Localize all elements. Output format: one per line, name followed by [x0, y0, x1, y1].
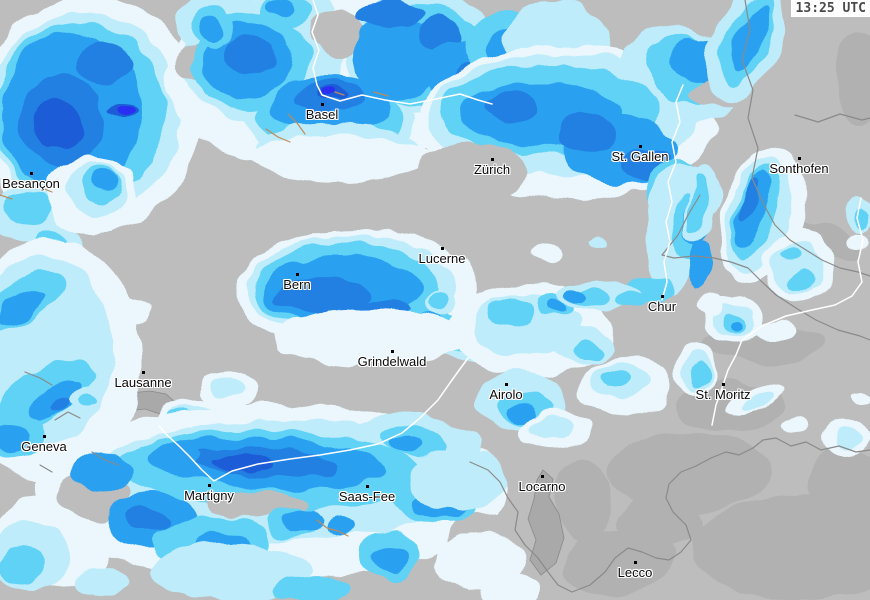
precip-cell-l3 [690, 360, 710, 386]
precip-cell-l4 [325, 518, 357, 536]
precip-cell-l1 [698, 295, 726, 315]
terrain-layer [555, 30, 870, 600]
timestamp-badge: 13:25 UTC [790, 0, 870, 17]
precip-cell-l4 [506, 403, 536, 421]
terrain-patch [555, 460, 615, 540]
precip-cell-l3 [686, 175, 708, 235]
rivers-layer [158, 0, 864, 482]
precip-cell-l1 [852, 392, 870, 404]
precip-cell-l4 [279, 508, 323, 532]
precip-cell-l1 [781, 418, 809, 432]
precip-cell-l3 [5, 191, 49, 227]
terrain-patch [610, 430, 770, 510]
country-border [24, 371, 53, 386]
precip-cell-l4 [353, 16, 441, 100]
precip-cell-l2 [208, 378, 242, 398]
precip-cell-l2 [591, 236, 609, 248]
river [158, 357, 469, 482]
precip-cell-l0 [416, 142, 528, 202]
precip-cell-l4 [373, 544, 409, 572]
precip-cell-l2 [76, 566, 126, 596]
precip-cell-l5 [47, 394, 73, 414]
country-border [54, 411, 81, 421]
precip-cell-l3 [0, 548, 44, 584]
country-border [794, 113, 870, 123]
precip-cell-l2 [152, 544, 312, 600]
road [334, 91, 345, 96]
lake-maggiore [527, 469, 565, 576]
precip-cell-l3 [425, 292, 449, 308]
precip-cell-l5 [357, 1, 425, 27]
precip-cell-l3 [81, 395, 97, 405]
precip-cell-l2 [834, 428, 862, 448]
precip-cell-l5 [125, 506, 169, 530]
precip-cell-l1 [531, 242, 561, 262]
roads-layer [0, 91, 389, 537]
precip-cell-l6 [33, 99, 81, 151]
precip-cell-l2 [739, 392, 777, 412]
precip-cell-l1 [755, 320, 795, 340]
precip-cell-l4 [71, 450, 131, 490]
river [661, 84, 684, 301]
road [0, 194, 13, 200]
precip-cell-l3 [485, 300, 535, 330]
country-borders-layer [24, 0, 870, 593]
country-border [741, 0, 870, 277]
precip-cell-l5 [276, 277, 368, 313]
precip-cell-l2 [407, 450, 507, 510]
terrain-patch [562, 530, 672, 594]
precip-cell-l4 [388, 435, 424, 453]
precip-cell-l3 [272, 578, 352, 600]
precip-cell-l1 [481, 575, 541, 600]
precip-cell-l4 [732, 2, 772, 68]
precip-cell-l4 [688, 243, 712, 287]
precip-cell-l4 [151, 443, 201, 467]
precip-cell-l3 [786, 270, 814, 290]
precip-cell-l4 [197, 18, 223, 42]
road [316, 519, 349, 537]
precip-cell-l6 [210, 454, 274, 472]
precip-cell-l5 [225, 35, 277, 75]
precip-cell-l3 [782, 249, 798, 261]
precip-cell-l0 [310, 8, 366, 58]
country-border [661, 194, 870, 341]
precip-cell-l7 [118, 106, 136, 114]
precip-cell-l4 [0, 289, 46, 327]
precip-cell-l3 [571, 342, 601, 358]
road [265, 128, 291, 143]
precip-cell-l5 [77, 40, 133, 84]
precip-cell-l2 [529, 416, 573, 440]
precip-cell-l1 [111, 298, 151, 322]
country-border [91, 451, 119, 466]
terrain-patch [836, 30, 870, 120]
road [41, 187, 53, 193]
road [373, 91, 389, 97]
precip-cell-l4 [549, 300, 567, 312]
terrain-patch [690, 496, 870, 600]
terrain-patch [810, 446, 870, 518]
terrain-patch [620, 495, 704, 547]
precip-cell-l4 [728, 318, 744, 328]
river [311, 0, 493, 105]
precip-cell-l4 [94, 170, 118, 192]
precip-cell-l4 [263, 0, 295, 16]
precip-cell-l4 [566, 290, 586, 302]
precip-cell-l5 [740, 176, 760, 220]
precip-cell-l5 [556, 116, 616, 152]
precip-cell-l1 [272, 309, 472, 365]
river [711, 197, 864, 426]
precip-cell-l3 [601, 369, 631, 387]
country-border [469, 437, 870, 593]
precip-cell-l3 [615, 292, 645, 308]
precip-cell-l5 [487, 92, 537, 122]
road [287, 113, 306, 135]
precip-cell-l7 [321, 89, 337, 97]
precip-cell-l1 [846, 234, 870, 250]
precip-cell-l1 [250, 134, 434, 182]
precip-cell-l4 [0, 425, 30, 455]
country-border [39, 464, 53, 473]
